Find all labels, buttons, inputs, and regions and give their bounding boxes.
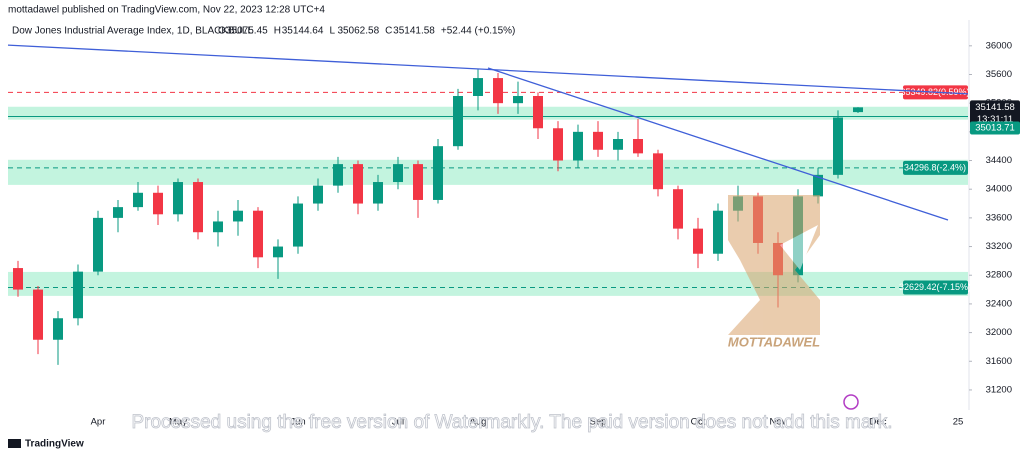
candle-body <box>813 174 823 197</box>
ohlc-letter: H <box>274 26 281 37</box>
y-tick-label: 36000 <box>986 40 1012 51</box>
candle-body <box>473 78 483 96</box>
level-label: 34296.8(-2.4%) <box>904 162 966 172</box>
candle-body <box>833 117 843 175</box>
candle-body <box>713 210 723 254</box>
candle-body <box>113 207 123 218</box>
x-tick-label: May <box>169 417 187 428</box>
level-box <box>903 160 968 175</box>
candle-body <box>53 318 63 340</box>
candle-body <box>313 185 323 204</box>
candle-body <box>653 153 663 190</box>
candle-body <box>253 210 263 258</box>
notice-watermark: Processed using the free version of Wate… <box>131 412 892 433</box>
x-tick-label: 25 <box>953 417 964 428</box>
last-price: 35141.58 <box>975 102 1015 113</box>
x-tick-label: Dec <box>870 417 887 428</box>
y-tick-label: 35600 <box>986 69 1012 80</box>
trendline <box>487 67 949 221</box>
x-tick-label: Jul <box>392 417 404 428</box>
brand-logo <box>8 439 21 448</box>
candle-body <box>433 146 443 200</box>
countdown: 13:31:11 <box>977 114 1013 125</box>
x-tick-label: Aug <box>470 417 487 428</box>
y-tick-label: 32400 <box>986 298 1012 309</box>
price-box <box>970 100 1020 127</box>
ohlc-letter: L <box>329 26 335 37</box>
ohlc-value: 35075.45 <box>226 26 268 37</box>
ohlc-value: 35144.64 <box>282 26 324 37</box>
candle-body <box>333 164 343 186</box>
candle-body <box>133 192 143 208</box>
candle-body <box>533 95 543 129</box>
y-tick-label: 32800 <box>986 270 1012 281</box>
x-tick-label: Sep <box>590 417 607 428</box>
candle-body <box>193 182 203 233</box>
candle-body <box>553 128 563 161</box>
ohlc-letter: O <box>218 26 226 37</box>
x-tick-label: Apr <box>91 417 106 428</box>
zone <box>8 159 968 185</box>
y-tick-label: 34000 <box>986 184 1012 195</box>
ohlc-legend: O 35075.45 H 35144.64 L 35062.58 C 35141.58 +52.… <box>218 26 515 37</box>
candle-body <box>413 164 423 200</box>
x-tick-label: Nov <box>770 417 787 428</box>
change: +52.44 (+0.15%) <box>441 26 516 37</box>
candle-body <box>293 203 303 247</box>
author-watermark-text: MOTTADAWEL <box>728 334 820 349</box>
candle-body <box>33 289 43 340</box>
y-tick-label: 31600 <box>986 356 1012 367</box>
candle-body <box>233 210 243 222</box>
y-tick-label: 33600 <box>986 212 1012 223</box>
y-tick-label: 33200 <box>986 241 1012 252</box>
candle-body <box>853 107 863 113</box>
candle-body <box>273 246 283 258</box>
author-watermark <box>728 195 820 335</box>
watermark-shape <box>728 195 820 335</box>
candle-body <box>153 192 163 215</box>
candle-body <box>593 131 603 150</box>
ohlc-value: 35141.58 <box>393 26 435 37</box>
level-label: 32629.42(-7.15%) <box>899 282 971 292</box>
watermark-arrow <box>780 225 818 270</box>
trendline <box>7 44 969 95</box>
candle-body <box>173 182 183 215</box>
candle-body <box>73 271 83 319</box>
x-tick-label: Jun <box>290 417 305 428</box>
level-box <box>903 280 968 295</box>
plot: 31200 31600 32000 32400 32800 33200 33600 34000… <box>7 40 1020 428</box>
symbol-title: Dow Jones Industrial Average Index, 1D, … <box>12 26 253 37</box>
price-line-label: 35013.71 <box>975 123 1015 134</box>
candle-body <box>393 164 403 183</box>
zone <box>8 271 968 296</box>
ohlc-letter: C <box>385 26 392 37</box>
candle-body <box>613 139 623 150</box>
logo-icon <box>843 394 859 410</box>
candle-body <box>493 78 503 104</box>
candle-body <box>93 217 103 272</box>
candle-body <box>693 228 703 254</box>
candle-body <box>673 189 683 229</box>
published-line: mottadawel published on TradingView.com,… <box>8 5 325 16</box>
price-line-box <box>970 121 1020 135</box>
candle-body <box>633 139 643 154</box>
brand-name: TradingView <box>25 439 84 450</box>
y-tick-label: 32000 <box>986 327 1012 338</box>
y-tick-label: 31200 <box>986 384 1012 395</box>
candle-body <box>373 182 383 204</box>
candle-body <box>573 131 583 161</box>
candle-body <box>13 268 23 290</box>
candle-body <box>513 95 523 104</box>
y-tick-label: 34400 <box>986 155 1012 166</box>
ohlc-value: 35062.58 <box>337 26 379 37</box>
candle-body <box>453 95 463 147</box>
candle-body <box>353 164 363 204</box>
candle-body <box>213 221 223 233</box>
x-tick-label: Oct <box>691 417 706 428</box>
zone <box>8 106 968 120</box>
